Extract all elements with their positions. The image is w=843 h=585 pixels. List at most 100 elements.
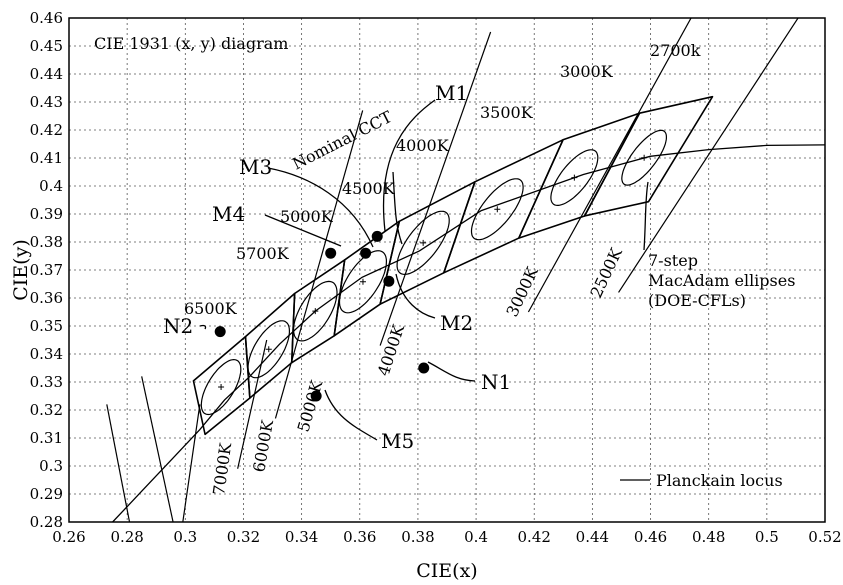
macadam-ellipse <box>338 250 387 314</box>
y-tick-label: 0.42 <box>30 121 63 139</box>
planckian-locus-line <box>112 144 825 522</box>
y-tick-label: 0.36 <box>30 289 63 307</box>
x-tick-label: 0.4 <box>464 528 488 546</box>
nominal-cct-marker <box>218 384 225 391</box>
label-cct-3500: 3500K <box>480 103 534 122</box>
x-tick-label: 0.46 <box>634 528 667 546</box>
legend-label: Planckain locus <box>656 471 783 490</box>
label-nominal-cct: Nominal CCT <box>289 107 395 174</box>
nominal-cct-markers <box>218 154 648 391</box>
y-tick-label: 0.41 <box>30 149 63 167</box>
callout-nominal <box>392 171 403 245</box>
nominal-cct-marker <box>265 346 272 353</box>
x-tick-labels: 0.26 0.28 0.3 0.32 0.34 0.36 0.38 0.4 0.42 0.44 0.… <box>52 528 841 546</box>
macadam-ellipse <box>621 129 668 186</box>
label-iso-3000: 3000K <box>502 263 542 320</box>
label-m5: M5 <box>381 429 414 453</box>
y-axis-label: CIE(y) <box>10 239 32 300</box>
measured-point-m1 <box>371 230 383 242</box>
macadam-ellipse <box>200 358 242 416</box>
isotemperature-line <box>618 18 799 293</box>
label-macadam-1: 7-step <box>648 251 698 270</box>
x-tick-label: 0.32 <box>227 528 260 546</box>
outer-line <box>141 376 174 522</box>
measured-point-n2 <box>214 326 226 338</box>
macadam-ellipse <box>396 210 450 276</box>
x-axis-label: CIE(x) <box>416 560 477 582</box>
x-tick-label: 0.38 <box>401 528 434 546</box>
nominal-cct-marker <box>359 278 366 285</box>
macadam-ellipse <box>247 320 290 379</box>
y-tick-label: 0.38 <box>30 233 63 251</box>
y-tick-labels: 0.28 0.29 0.3 0.31 0.32 0.33 0.34 0.35 0.36 0.37 0… <box>30 9 63 531</box>
label-n2: N2 <box>163 314 193 338</box>
nominal-cct-marker <box>571 174 578 181</box>
isotemperature-line <box>182 404 201 522</box>
isotemperature-line <box>527 18 692 313</box>
y-tick-label: 0.29 <box>30 485 63 503</box>
nominal-cct-marker <box>420 239 427 246</box>
macadam-ellipse <box>293 280 338 342</box>
label-macadam-2: MacAdam ellipses <box>648 271 795 290</box>
y-tick-label: 0.37 <box>30 261 63 279</box>
ansi-quadrangle <box>192 335 251 436</box>
ansi-quadrangle <box>443 139 564 274</box>
x-tick-label: 0.44 <box>576 528 609 546</box>
callout-n1 <box>427 361 476 382</box>
nominal-cct-marker <box>312 308 319 315</box>
outer-lines <box>106 376 174 522</box>
isotemperature-line <box>237 339 268 469</box>
nominal-cct-marker <box>641 154 648 161</box>
y-tick-label: 0.46 <box>30 9 63 27</box>
ansi-quadrangles <box>192 95 714 436</box>
label-cct-3000: 3000K <box>560 62 614 81</box>
y-tick-label: 0.4 <box>39 177 63 195</box>
y-tick-label: 0.28 <box>30 513 63 531</box>
label-m2: M2 <box>440 311 473 335</box>
label-iso-5000: 5000K <box>294 377 327 434</box>
callout-macadam <box>643 181 649 251</box>
callout-m1 <box>383 99 436 232</box>
x-tick-label: 0.36 <box>343 528 376 546</box>
label-n1: N1 <box>481 370 511 394</box>
x-tick-label: 0.42 <box>518 528 551 546</box>
macadam-ellipse <box>470 178 524 241</box>
isotemperature-lines <box>182 18 799 522</box>
y-tick-label: 0.43 <box>30 93 63 111</box>
x-tick-label: 0.5 <box>755 528 779 546</box>
callout-m5 <box>324 389 378 441</box>
label-cct-2700: 2700k <box>650 41 701 60</box>
grid-lines <box>69 18 825 522</box>
label-iso-4000: 4000K <box>374 321 409 378</box>
x-tick-label: 0.34 <box>285 528 318 546</box>
outer-line <box>106 404 131 522</box>
x-tick-label: 0.48 <box>692 528 725 546</box>
x-tick-label: 0.52 <box>808 528 841 546</box>
label-m3: M3 <box>239 155 272 179</box>
y-tick-label: 0.35 <box>30 317 63 335</box>
measured-point-n1 <box>418 362 430 374</box>
label-cct-4000: 4000K <box>396 136 450 155</box>
nominal-cct-marker <box>494 206 501 213</box>
label-m4: M4 <box>212 202 245 226</box>
callout-m2 <box>395 273 436 319</box>
x-tick-label: 0.28 <box>110 528 143 546</box>
label-cct-5700: 5700K <box>236 244 290 263</box>
planckian-locus <box>112 144 825 522</box>
label-cct-6500: 6500K <box>184 299 238 318</box>
measured-point-m3 <box>360 247 372 259</box>
y-tick-label: 0.44 <box>30 65 63 83</box>
macadam-ellipse <box>550 149 599 206</box>
measured-point-m4 <box>325 247 337 259</box>
label-cct-4500: 4500K <box>342 179 396 198</box>
label-iso-2500: 2500K <box>586 244 626 301</box>
x-tick-label: 0.26 <box>52 528 85 546</box>
callout-m4 <box>264 214 342 247</box>
y-tick-label: 0.3 <box>39 457 63 475</box>
isotemperature-line <box>274 110 364 419</box>
label-iso-6000: 6000K <box>249 417 277 473</box>
y-tick-label: 0.31 <box>30 429 63 447</box>
isotemperature-line <box>379 31 492 346</box>
measured-point-m5 <box>310 390 322 402</box>
